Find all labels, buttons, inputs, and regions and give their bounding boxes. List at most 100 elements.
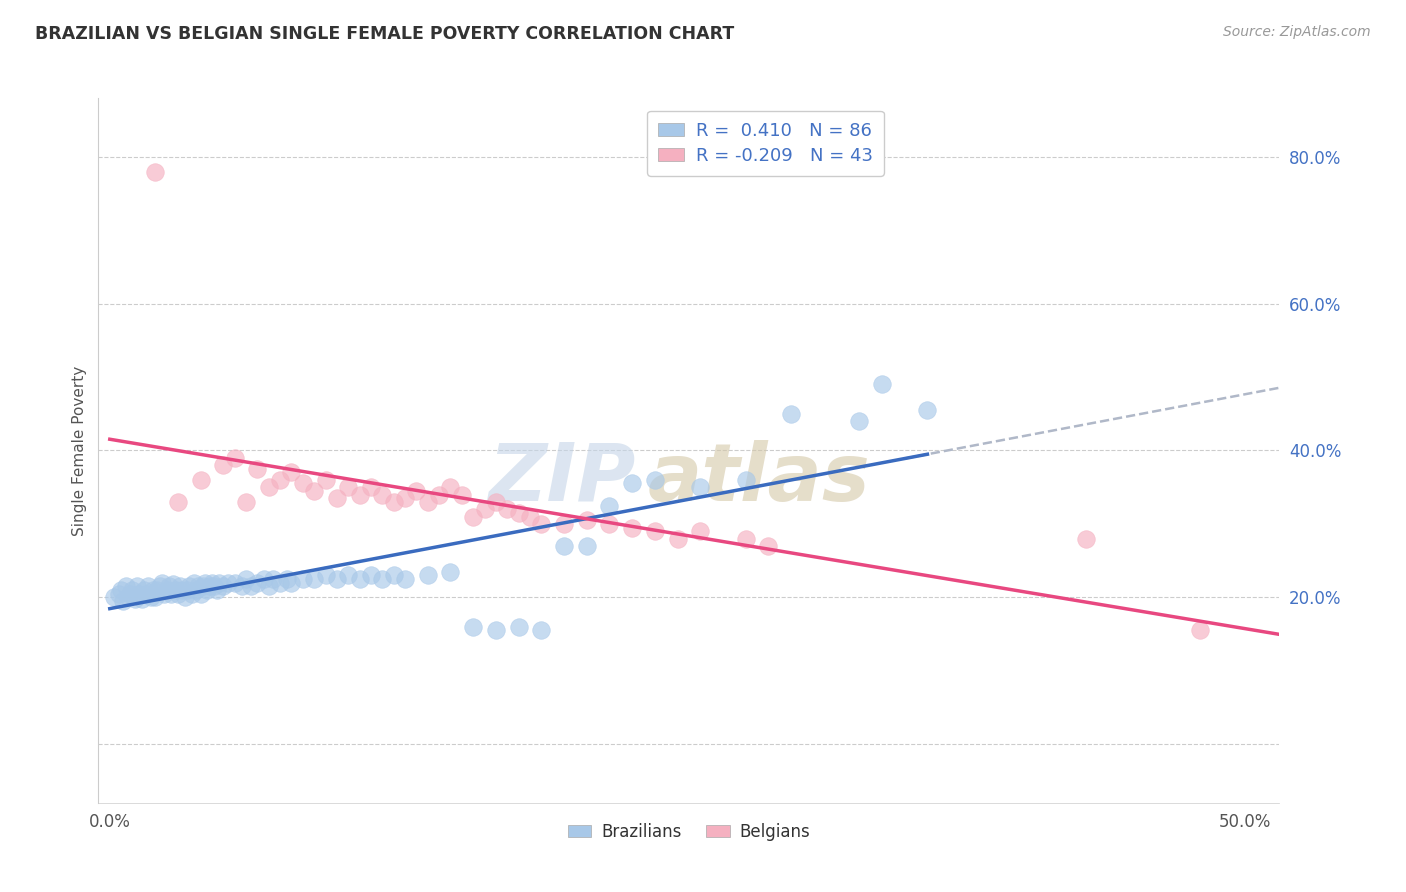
Point	[201, 575, 224, 590]
Point	[103, 591, 125, 605]
Text: Source: ZipAtlas.com: Source: ZipAtlas.com	[1223, 25, 1371, 39]
Point	[280, 575, 302, 590]
Point	[734, 473, 756, 487]
Point	[360, 480, 382, 494]
Point	[155, 582, 177, 597]
Point	[138, 579, 160, 593]
Point	[870, 377, 893, 392]
Point	[519, 509, 541, 524]
Point	[485, 495, 508, 509]
Point	[360, 568, 382, 582]
Point	[143, 591, 166, 605]
Point	[508, 619, 530, 633]
Point	[405, 483, 427, 498]
Point	[463, 509, 485, 524]
Point	[167, 495, 190, 509]
Point	[780, 407, 803, 421]
Point	[231, 579, 253, 593]
Point	[157, 579, 180, 593]
Point	[160, 586, 183, 600]
Point	[1188, 624, 1211, 638]
Point	[917, 403, 939, 417]
Legend: Brazilians, Belgians: Brazilians, Belgians	[561, 816, 817, 847]
Point	[108, 586, 131, 600]
Point	[349, 487, 371, 501]
Point	[337, 480, 360, 494]
Point	[598, 499, 620, 513]
Point	[217, 575, 239, 590]
Point	[124, 591, 146, 606]
Point	[269, 473, 291, 487]
Point	[666, 532, 689, 546]
Point	[235, 572, 257, 586]
Point	[202, 579, 225, 593]
Point	[167, 586, 190, 600]
Text: ZIP: ZIP	[488, 440, 636, 517]
Point	[132, 582, 155, 597]
Point	[114, 579, 136, 593]
Point	[187, 579, 209, 593]
Point	[190, 473, 212, 487]
Point	[117, 591, 139, 605]
Point	[121, 582, 143, 597]
Point	[416, 495, 439, 509]
Point	[110, 582, 132, 597]
Point	[553, 516, 575, 531]
Point	[162, 577, 184, 591]
Point	[439, 480, 461, 494]
Point	[172, 582, 194, 597]
Point	[269, 575, 291, 590]
Point	[194, 575, 217, 590]
Point	[165, 582, 187, 597]
Point	[173, 591, 195, 605]
Point	[112, 594, 135, 608]
Point	[246, 462, 269, 476]
Point	[315, 568, 337, 582]
Point	[302, 572, 325, 586]
Point	[291, 572, 314, 586]
Point	[530, 516, 553, 531]
Point	[179, 579, 201, 593]
Point	[224, 575, 246, 590]
Point	[212, 458, 235, 472]
Point	[463, 619, 485, 633]
Point	[150, 575, 173, 590]
Point	[142, 582, 165, 597]
Point	[371, 572, 394, 586]
Point	[143, 164, 166, 178]
Point	[212, 579, 235, 593]
Point	[146, 582, 169, 597]
Point	[598, 516, 620, 531]
Point	[439, 565, 461, 579]
Point	[153, 586, 176, 600]
Point	[575, 539, 598, 553]
Point	[239, 579, 262, 593]
Point	[208, 575, 231, 590]
Point	[257, 579, 280, 593]
Point	[180, 586, 202, 600]
Point	[474, 502, 496, 516]
Point	[394, 491, 416, 505]
Point	[262, 572, 284, 586]
Point	[139, 591, 162, 605]
Point	[427, 487, 450, 501]
Point	[758, 539, 780, 553]
Point	[496, 502, 519, 516]
Point	[382, 495, 405, 509]
Point	[135, 586, 157, 600]
Point	[553, 539, 575, 553]
Point	[450, 487, 472, 501]
Point	[644, 524, 666, 539]
Point	[394, 572, 416, 586]
Point	[131, 591, 153, 606]
Point	[190, 586, 212, 600]
Y-axis label: Single Female Poverty: Single Female Poverty	[72, 366, 87, 535]
Text: BRAZILIAN VS BELGIAN SINGLE FEMALE POVERTY CORRELATION CHART: BRAZILIAN VS BELGIAN SINGLE FEMALE POVER…	[35, 25, 734, 43]
Point	[1076, 532, 1098, 546]
Point	[644, 473, 666, 487]
Point	[253, 572, 276, 586]
Point	[257, 480, 280, 494]
Text: atlas: atlas	[648, 440, 870, 517]
Point	[191, 579, 214, 593]
Point	[621, 476, 644, 491]
